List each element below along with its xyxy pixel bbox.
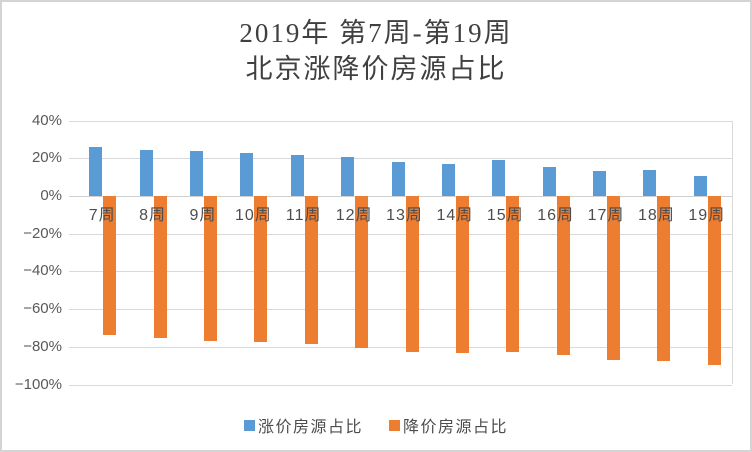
x-axis-label: 16周 — [537, 207, 575, 224]
bar-decrease — [556, 196, 570, 356]
chart-title: 2019年 第7周-第19周 北京涨降价房源占比 — [2, 15, 750, 87]
bar-increase — [189, 150, 203, 196]
chart-title-line1: 2019年 第7周-第19周 — [239, 18, 513, 48]
bar-increase — [139, 149, 153, 196]
legend-swatch-icon — [243, 419, 255, 431]
gridline-0 — [69, 196, 732, 197]
x-axis-label: 13周 — [386, 207, 423, 224]
gridline--60 — [69, 309, 732, 311]
x-axis-label: 9周 — [189, 207, 217, 224]
y-tick-label: 0% — [40, 187, 62, 204]
y-tick-label: 40% — [31, 111, 62, 129]
x-axis-label: 15周 — [486, 207, 524, 224]
x-axis-label: 10周 — [234, 207, 272, 224]
y-tick-label: −60% — [23, 300, 62, 318]
legend-item-decrease: 降价房源占比 — [389, 413, 508, 437]
bar-decrease — [304, 196, 318, 344]
x-axis-label: 12周 — [335, 207, 373, 224]
bar-increase — [643, 169, 657, 196]
bar-decrease — [657, 196, 671, 361]
bar-decrease — [506, 196, 520, 353]
bar-increase — [693, 176, 707, 196]
y-tick-label: −20% — [23, 224, 62, 242]
bar-decrease — [707, 196, 721, 365]
chart-title-line2: 北京涨降价房源占比 — [245, 54, 507, 84]
y-tick-label: −40% — [23, 262, 62, 280]
x-axis-label: 19周 — [688, 207, 726, 224]
bar-decrease — [405, 196, 419, 353]
bar-increase — [441, 163, 455, 196]
gridline--40 — [69, 271, 732, 273]
bar-increase — [240, 152, 254, 196]
y-tick-label: 20% — [31, 149, 62, 167]
gridline--20 — [69, 233, 732, 235]
legend-label: 涨价房源占比 — [257, 419, 363, 436]
bar-decrease — [455, 196, 469, 354]
legend-item-increase: 涨价房源占比 — [243, 413, 363, 437]
x-axis-label: 11周 — [285, 207, 322, 224]
bar-decrease — [153, 196, 167, 339]
x-axis-label: 8周 — [139, 207, 167, 224]
x-axis-label: 14周 — [436, 207, 474, 224]
y-tick-label: −80% — [23, 337, 62, 355]
bar-decrease — [607, 196, 621, 360]
bar-decrease — [254, 196, 268, 343]
bar-decrease — [103, 196, 117, 336]
x-axis-label: 7周 — [88, 207, 116, 224]
y-tick-label: −100% — [14, 375, 62, 393]
bar-increase — [391, 162, 405, 196]
bar-increase — [290, 155, 304, 196]
gridline--80 — [69, 346, 732, 348]
legend-swatch-icon — [389, 419, 400, 431]
bar-increase — [542, 166, 556, 196]
bar-decrease — [355, 196, 369, 348]
bar-increase — [593, 170, 607, 196]
legend-label: 降价房源占比 — [403, 419, 509, 436]
gridline-20 — [69, 158, 732, 160]
x-axis-label: 17周 — [587, 207, 625, 224]
plot-right-border — [732, 120, 733, 385]
gridline-40 — [69, 120, 732, 122]
bar-increase — [89, 146, 103, 196]
bar-increase — [492, 160, 506, 196]
bar-decrease — [203, 196, 217, 342]
gridline--100 — [69, 384, 732, 386]
bar-increase — [341, 157, 355, 196]
x-axis-label: 18周 — [638, 207, 675, 224]
legend: 涨价房源占比 降价房源占比 — [2, 413, 750, 437]
